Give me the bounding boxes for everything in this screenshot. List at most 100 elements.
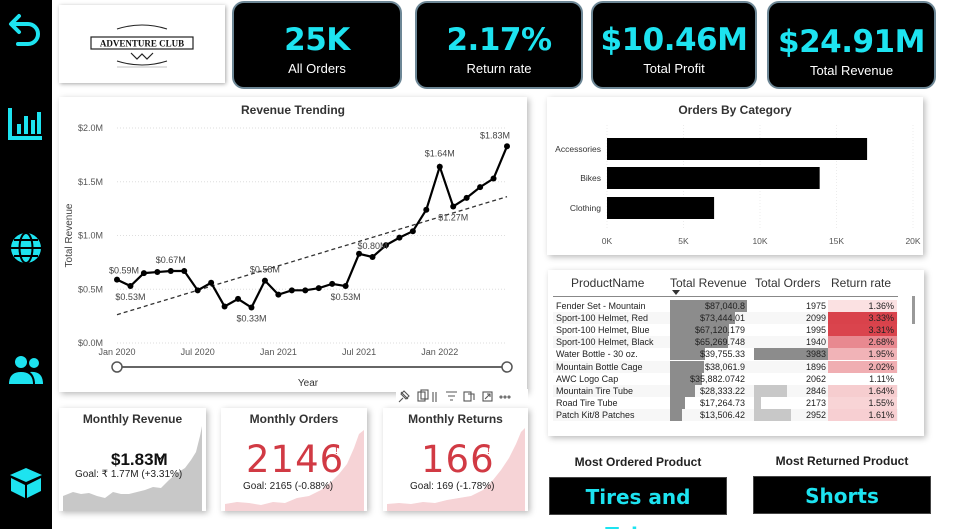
return-rate-heat-cell xyxy=(828,384,897,397)
logo-card: ADVENTURE CLUB xyxy=(59,5,225,83)
y-tick-label: $1.5M xyxy=(78,177,103,187)
data-point xyxy=(436,163,443,170)
product-name-cell: Mountain Tire Tube xyxy=(556,385,634,396)
col-header-total-revenue[interactable]: Total Revenue xyxy=(670,276,747,290)
data-label: $0.53M xyxy=(331,292,361,302)
y-tick-label: $1.0M xyxy=(78,231,103,241)
monthly-orders-goal: Goal: 2165 (-0.88%) xyxy=(243,481,334,492)
col-header-total-orders[interactable]: Total Orders xyxy=(755,276,821,290)
total-revenue-cell: $17,264.73 xyxy=(699,397,745,408)
pin-icon[interactable] xyxy=(398,389,412,405)
total-orders-cell: 2173 xyxy=(805,397,826,408)
data-point xyxy=(423,206,430,213)
monthly-returns-goal: Goal: 169 (-1.78%) xyxy=(410,481,495,492)
table-row[interactable]: Mountain Tire Tube $28,333.22 2846 1.64% xyxy=(553,384,898,397)
return-rate-cell: 2.02% xyxy=(868,361,894,372)
users-icon[interactable] xyxy=(6,350,46,390)
orders-data-bar xyxy=(754,384,788,397)
category-label: Bikes xyxy=(580,173,601,183)
table-row[interactable]: AWC Logo Cap $35,882.0742 2062 1.11% xyxy=(553,372,898,385)
focus-mode-icon[interactable] xyxy=(481,389,495,405)
product-name-cell: Road Tire Tube xyxy=(556,397,618,408)
table-row[interactable]: Patch Kit/8 Patches $13,506.42 2952 1.61% xyxy=(553,408,898,421)
filter-icon[interactable] xyxy=(444,389,458,405)
kpi-total-revenue: $24.91M Total Revenue xyxy=(767,1,936,89)
return-rate-cell: 2.68% xyxy=(868,337,894,348)
copy-icon[interactable] xyxy=(416,389,430,405)
col-header-return-rate[interactable]: Return rate xyxy=(831,276,892,290)
table-row[interactable]: Sport-100 Helmet, Black $65,269.748 1940 2.… xyxy=(553,336,898,349)
chart-icon[interactable] xyxy=(6,104,46,144)
sort-desc-icon[interactable] xyxy=(672,290,680,295)
globe-icon[interactable] xyxy=(6,228,46,268)
table-scrollbar[interactable] xyxy=(912,296,915,324)
data-point xyxy=(477,184,484,191)
return-rate-cell: 1.64% xyxy=(868,385,894,396)
data-point xyxy=(127,283,134,290)
monthly-orders-value: 2146 xyxy=(246,438,345,481)
return-rate-heat-cell xyxy=(828,360,897,373)
alert-icon: ! xyxy=(487,446,490,457)
x-tick-label: 20K xyxy=(905,236,920,246)
product-name-cell: AWC Logo Cap xyxy=(556,373,619,384)
slider-start-handle[interactable] xyxy=(111,361,123,373)
data-point xyxy=(450,203,457,210)
export-icon[interactable] xyxy=(462,389,476,405)
data-point xyxy=(356,250,363,257)
revenue-data-bar xyxy=(670,348,706,361)
left-nav xyxy=(0,0,52,529)
data-label: $0.67M xyxy=(156,255,186,265)
table-row[interactable]: Water Bottle - 30 oz. $39,755.33 3983 1.95% xyxy=(553,348,898,361)
total-revenue-cell: $35,882.0742 xyxy=(689,373,745,384)
product-name-cell: Fender Set - Mountain xyxy=(556,301,646,311)
total-orders-cell: 2846 xyxy=(805,385,826,396)
monthly-orders-sparkline xyxy=(225,430,364,511)
data-point xyxy=(315,285,322,292)
y-tick-label: $0.0M xyxy=(78,338,103,348)
data-point xyxy=(275,291,282,298)
data-point xyxy=(369,254,376,260)
total-orders-cell: 1896 xyxy=(805,361,826,372)
table-row[interactable]: Sport-100 Helmet, Red $73,444.01 2099 3.33% xyxy=(553,312,898,325)
category-bar xyxy=(607,197,715,219)
data-point xyxy=(114,276,120,283)
more-options-icon[interactable] xyxy=(497,389,513,405)
slider-end-handle[interactable] xyxy=(501,361,513,373)
alert-icon: ! xyxy=(335,446,338,457)
table-row[interactable]: Mountain Bottle Cage $38,061.9 1896 2.02% xyxy=(553,360,898,373)
total-revenue-cell: $67,120.179 xyxy=(694,325,745,336)
table-row[interactable]: Fender Set - Mountain $87,040.8 1975 1.36% xyxy=(553,300,898,312)
return-rate-heat-cell xyxy=(828,324,897,337)
category-label: Accessories xyxy=(555,144,601,154)
return-rate-heat-cell xyxy=(828,396,897,409)
monthly-returns-title: Monthly Returns xyxy=(408,412,503,426)
data-label: $0.80M xyxy=(358,241,388,251)
col-header-product-name[interactable]: ProductName xyxy=(571,276,645,290)
revenue-data-bar xyxy=(670,396,686,409)
data-label: $1.83M xyxy=(480,130,510,140)
back-arrow-icon[interactable] xyxy=(6,8,46,48)
monthly-revenue-card: Monthly Revenue $1.83M ✓ Goal: ₹ 1.77M (… xyxy=(59,408,206,511)
table-row[interactable]: Sport-100 Helmet, Blue $67,120.179 1995 3.3… xyxy=(553,324,898,337)
data-point xyxy=(221,303,228,310)
return-rate-heat-cell xyxy=(828,336,897,349)
data-point xyxy=(181,267,188,274)
kpi-label: Total Revenue xyxy=(809,63,894,78)
x-tick-label: 0K xyxy=(602,236,613,246)
revenue-data-bar xyxy=(670,312,735,325)
return-rate-cell: 3.31% xyxy=(868,325,894,336)
x-tick-label: Jan 2021 xyxy=(260,347,297,357)
table-header-divider xyxy=(553,296,898,297)
data-label: $0.33M xyxy=(236,314,266,324)
data-point xyxy=(409,228,416,235)
kpi-value: 25K xyxy=(284,22,350,58)
orders-data-bar xyxy=(754,348,828,361)
kpi-value: 2.17% xyxy=(446,22,552,58)
table-row[interactable]: Road Tire Tube $17,264.73 2173 1.55% xyxy=(553,396,898,409)
kpi-return-rate: 2.17% Return rate xyxy=(415,1,583,89)
data-point xyxy=(248,304,255,311)
monthly-returns-value: 166 xyxy=(421,438,495,481)
box-icon[interactable] xyxy=(6,462,46,502)
orders-data-bar xyxy=(754,408,791,421)
return-rate-cell: 1.36% xyxy=(868,301,894,311)
